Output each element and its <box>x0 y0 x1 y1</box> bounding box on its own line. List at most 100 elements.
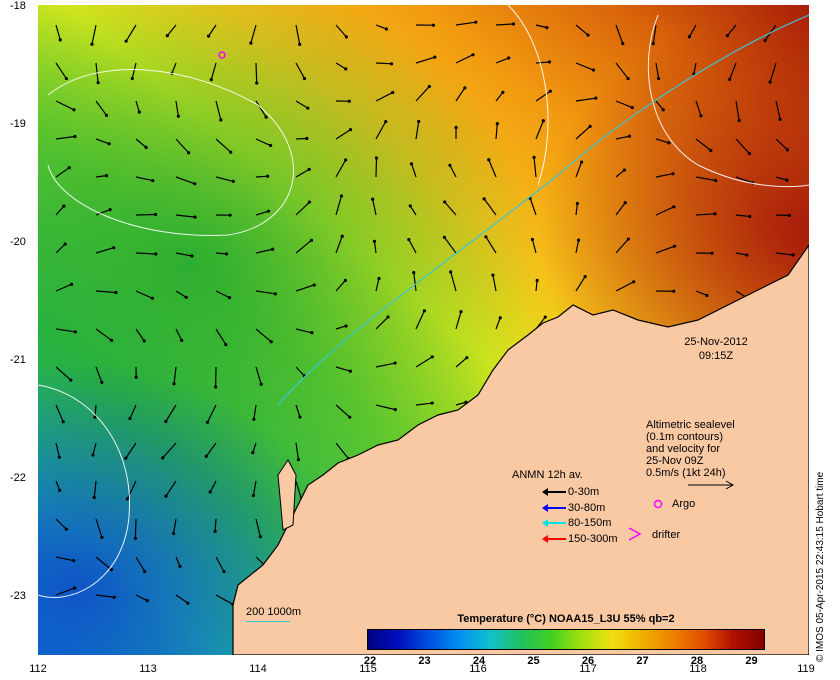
current-vector <box>769 62 777 83</box>
current-vector <box>135 328 145 342</box>
current-vector <box>215 100 222 121</box>
current-vector <box>214 518 217 532</box>
current-vector-head <box>344 324 348 328</box>
current-vector <box>495 57 509 64</box>
current-vector <box>95 175 107 178</box>
current-vector-head <box>190 254 194 258</box>
current-vector-head <box>231 179 235 184</box>
current-vector <box>95 556 112 571</box>
current-vector-head <box>427 84 431 89</box>
current-vector <box>335 404 351 418</box>
argo-legend-icon <box>653 499 663 509</box>
anmn-legend-label: 30-80m <box>568 501 606 514</box>
current-vector-head <box>96 81 100 85</box>
current-vector-head <box>482 197 486 201</box>
current-vector <box>729 62 737 80</box>
current-vector <box>775 176 788 181</box>
current-vector <box>55 556 74 562</box>
current-vector-head <box>374 156 379 160</box>
current-vector <box>415 56 435 64</box>
current-vector-head <box>310 331 314 335</box>
current-vector-head <box>627 134 632 138</box>
current-vector <box>95 138 110 145</box>
current-vector <box>135 213 156 216</box>
current-vector-head <box>623 201 627 205</box>
current-vector-head <box>594 96 598 100</box>
current-vector-head <box>302 76 307 81</box>
current-vector-head <box>621 41 625 46</box>
current-vector-head <box>687 35 692 39</box>
current-vector-head <box>72 559 76 563</box>
current-vector-head <box>575 201 579 206</box>
current-vector <box>250 24 257 44</box>
current-vector <box>95 208 111 216</box>
current-vector <box>166 24 177 37</box>
current-vector-head <box>130 76 134 81</box>
anmn-legend-label: 0-30m <box>568 486 600 498</box>
current-vector <box>535 61 550 64</box>
current-vector-head <box>251 493 256 498</box>
current-vector <box>55 24 61 41</box>
current-vector-head <box>532 155 536 159</box>
current-vector <box>655 100 664 111</box>
current-vector-head <box>407 237 411 242</box>
current-vector <box>695 138 712 151</box>
current-vector-head <box>632 280 636 284</box>
current-vector-head <box>180 338 184 342</box>
current-vector-head <box>165 34 169 38</box>
current-vector <box>255 62 258 84</box>
lat-tick: -19 <box>10 118 26 130</box>
current-vector <box>55 587 75 596</box>
current-vector <box>175 556 181 567</box>
current-vector-head <box>72 108 76 112</box>
anmn-legend-title: ANMN 12h av. <box>512 469 583 481</box>
current-vector-head <box>725 34 730 38</box>
current-vector <box>295 480 303 500</box>
current-vector <box>92 442 97 456</box>
current-vector-head <box>393 408 397 412</box>
current-vector <box>210 62 217 80</box>
current-vector-head <box>699 114 703 118</box>
current-vector-head <box>62 204 66 208</box>
altimetry-note-line: and velocity for <box>646 443 720 455</box>
current-vector <box>295 24 301 45</box>
current-vector <box>575 62 594 71</box>
colorbar-tick-label: 26 <box>581 655 595 667</box>
current-vector <box>175 328 183 341</box>
current-vector <box>175 138 190 154</box>
colorbar-tick-label: 28 <box>690 655 704 667</box>
current-vector <box>208 24 217 37</box>
current-vector-head <box>348 128 353 132</box>
current-vector <box>450 271 457 292</box>
current-vector <box>455 87 466 102</box>
current-vector <box>615 238 629 254</box>
current-vector <box>335 129 351 140</box>
current-vector <box>483 198 497 216</box>
current-vector <box>413 272 417 292</box>
current-vector <box>615 62 629 79</box>
current-vector-head <box>104 174 109 178</box>
current-vector-head <box>626 76 630 81</box>
altimetry-note-line: 0.5m/s (1kt 24h) <box>646 467 726 479</box>
current-vector-head <box>651 42 655 46</box>
current-vector-head <box>249 41 253 45</box>
current-vector-head <box>61 420 65 424</box>
current-vector-head <box>340 234 344 238</box>
sst-map[interactable] <box>38 5 809 655</box>
current-vector <box>655 138 669 144</box>
current-vector-head <box>737 118 741 123</box>
current-vector-head <box>142 339 146 343</box>
argo-float-marker[interactable] <box>218 51 226 59</box>
colorbar-tick-label: 29 <box>745 655 758 667</box>
current-vector-head <box>626 237 630 241</box>
lon-tick: 113 <box>139 663 157 675</box>
current-vector-head <box>134 375 138 379</box>
current-vector-head <box>495 121 499 126</box>
current-vector-head <box>307 200 312 204</box>
current-vector <box>135 138 147 148</box>
current-vector <box>175 594 189 604</box>
current-vector <box>455 21 476 26</box>
current-vector <box>171 62 177 74</box>
current-vector <box>375 24 387 30</box>
current-vector <box>335 442 349 459</box>
